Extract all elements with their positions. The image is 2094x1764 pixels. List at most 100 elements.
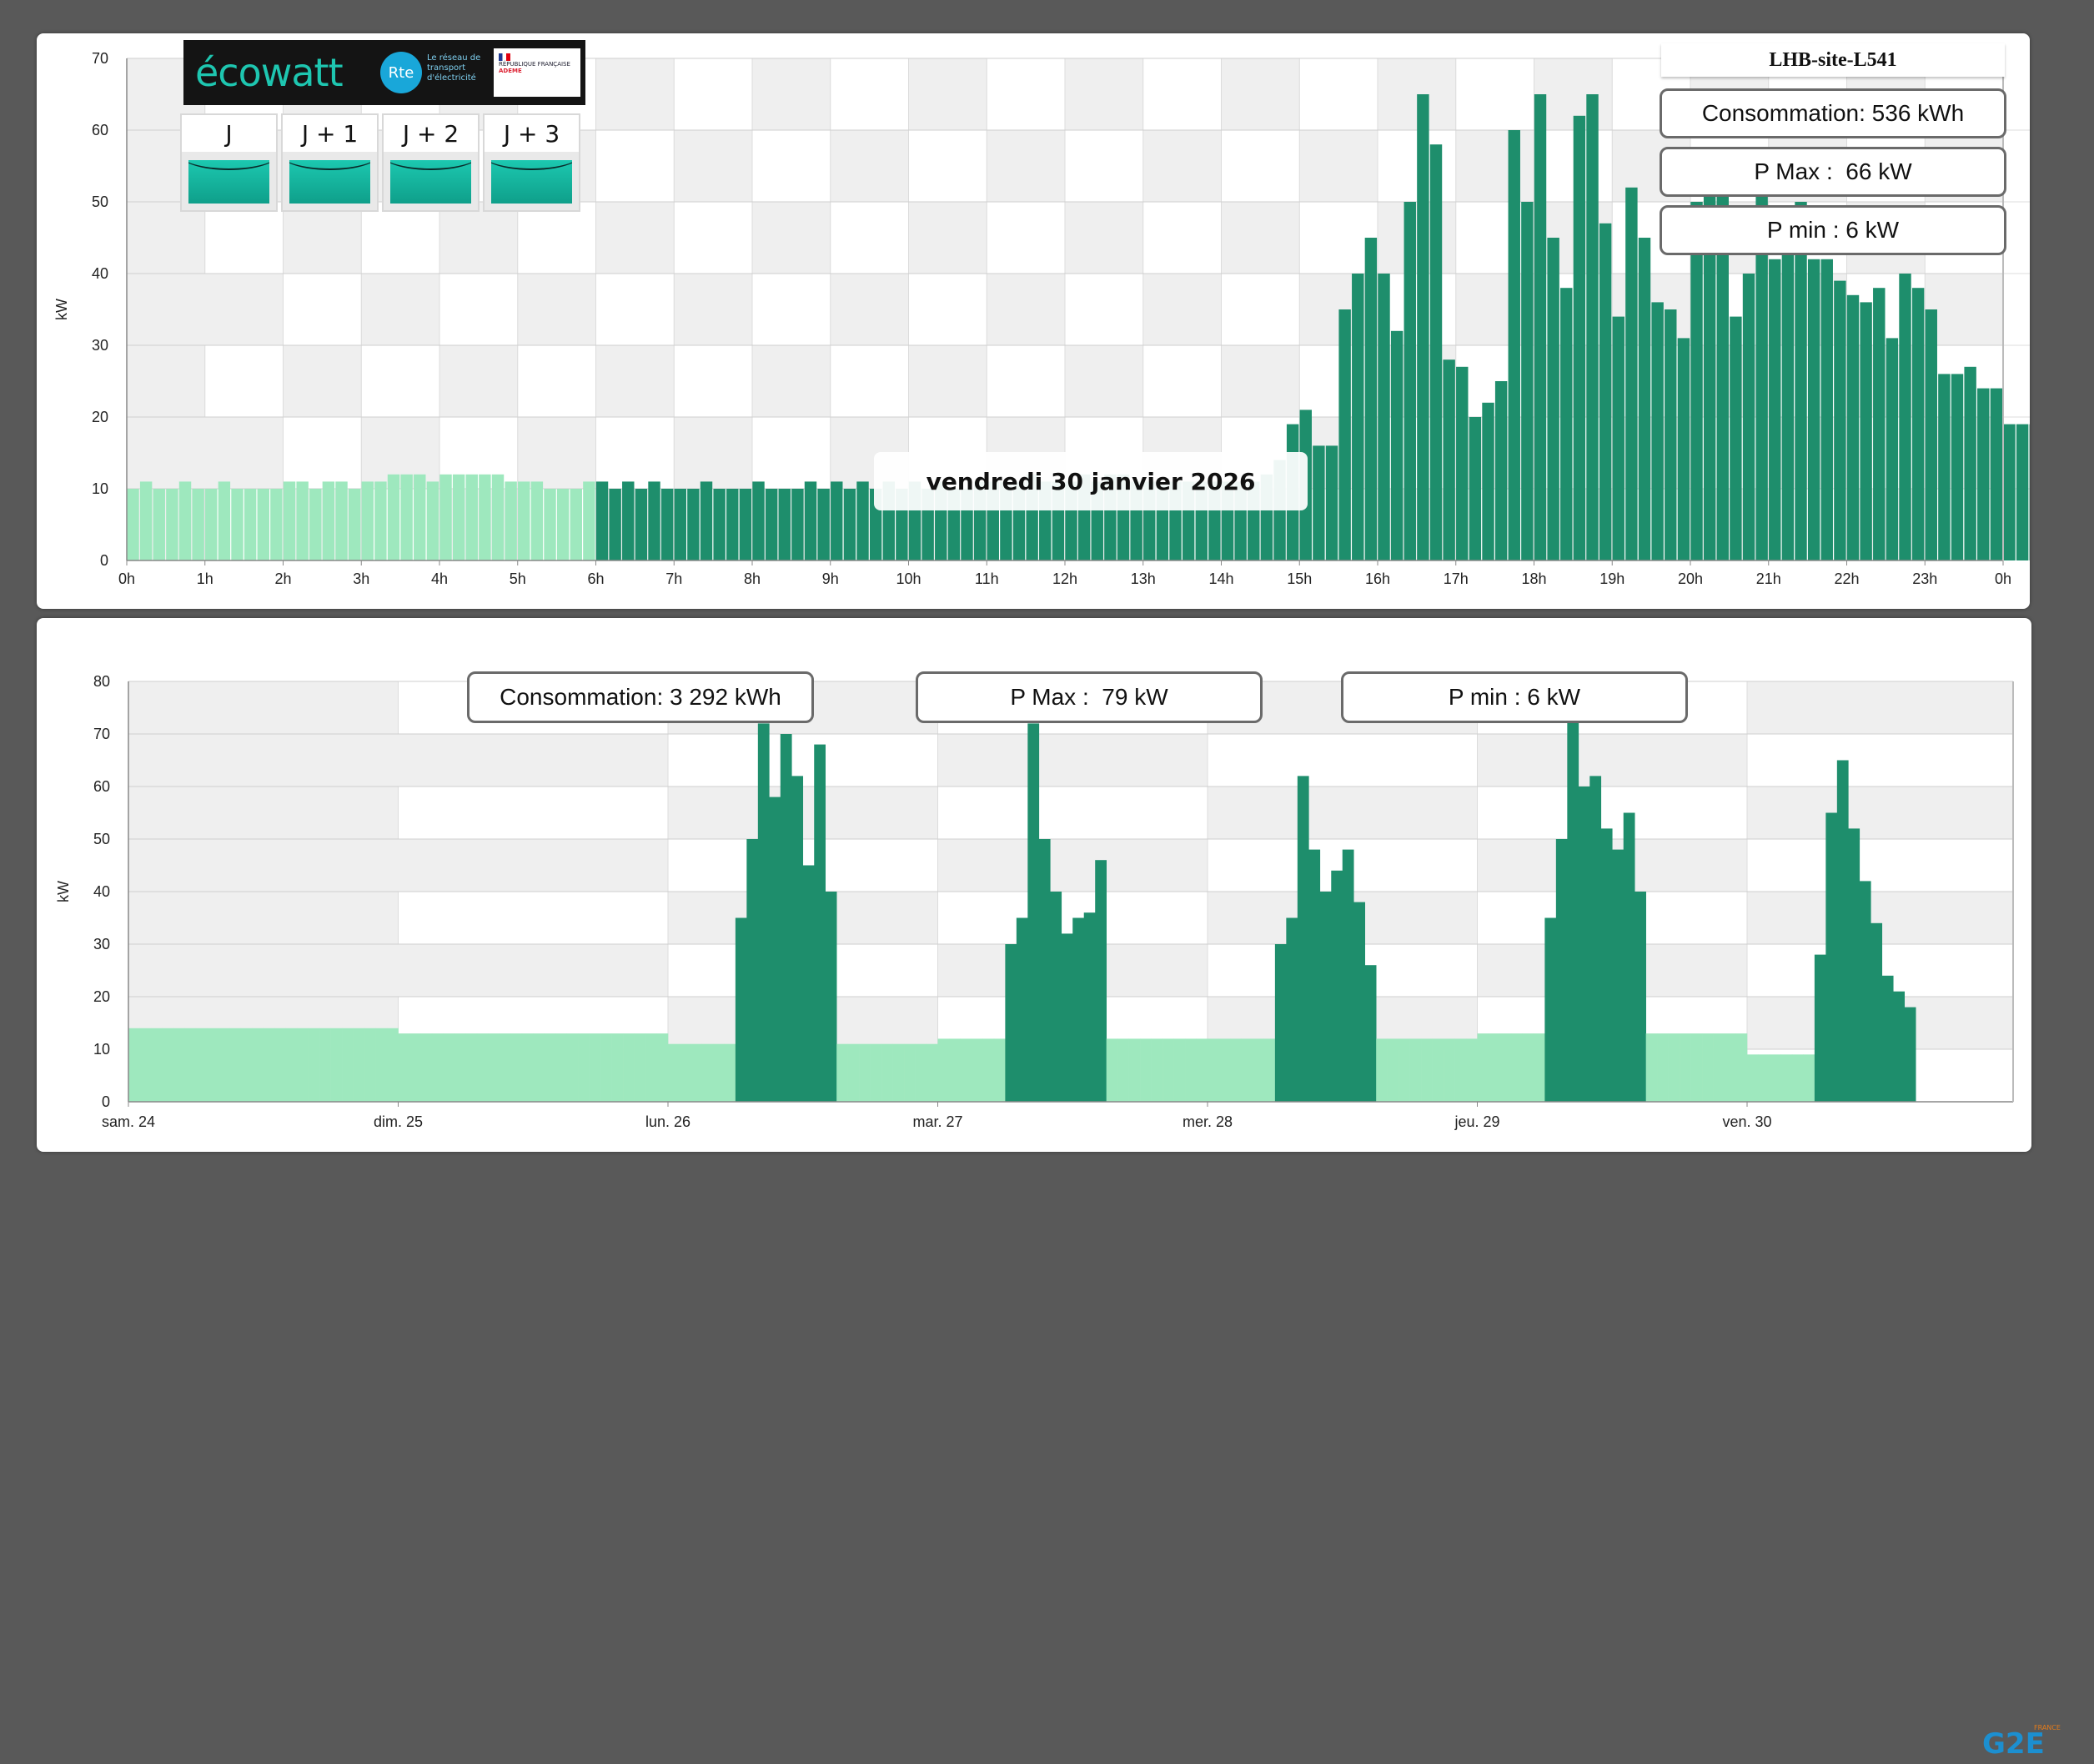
x-tick-label: 1h: [197, 570, 213, 587]
grid-cell: [205, 345, 284, 417]
x-tick-label: 7h: [665, 570, 682, 587]
load-bar: [1050, 892, 1062, 1102]
load-bar: [1669, 1033, 1680, 1102]
x-tick-label: lun. 26: [645, 1113, 690, 1130]
load-bar: [557, 489, 569, 560]
load-bar: [859, 1044, 871, 1102]
weekly-consumption-box: Consommation: 3 292 kWh: [467, 671, 814, 723]
load-bar: [1241, 1038, 1253, 1102]
ecowatt-day-label: J + 1: [283, 115, 377, 152]
load-bar: [1803, 1054, 1815, 1102]
load-bar: [1286, 918, 1298, 1103]
load-bar: [1521, 202, 1533, 560]
x-tick-label: 8h: [744, 570, 761, 587]
load-bar: [881, 1044, 893, 1102]
load-bar: [1443, 359, 1454, 560]
x-tick-label: 17h: [1444, 570, 1469, 587]
load-bar: [1174, 1038, 1186, 1102]
load-bar: [1152, 1038, 1163, 1102]
load-bar: [1298, 776, 1309, 1102]
load-bar: [205, 489, 217, 560]
daily-pmin-box: P min : 6 kW: [1660, 205, 2006, 255]
load-bar: [1107, 1038, 1118, 1102]
load-bar: [531, 481, 543, 560]
load-bar: [1039, 839, 1051, 1102]
grid-cell: [831, 58, 909, 130]
grid-cell: [1456, 58, 1534, 130]
grid-cell: [987, 202, 1065, 274]
load-bar: [323, 481, 334, 560]
grid-cell: [1065, 274, 1143, 345]
x-tick-label: 14h: [1208, 570, 1233, 587]
grid-cell: [1747, 839, 2013, 892]
load-bar: [454, 1033, 466, 1102]
load-bar: [218, 481, 230, 560]
load-bar: [781, 734, 792, 1102]
load-bar: [1547, 238, 1559, 560]
load-bar: [661, 489, 673, 560]
load-bar: [1567, 713, 1579, 1102]
load-bar: [1579, 787, 1590, 1102]
load-bar: [1495, 381, 1507, 560]
load-bar: [252, 1028, 264, 1102]
load-bar: [609, 489, 620, 560]
load-bar: [1129, 1038, 1141, 1102]
load-bar: [1574, 116, 1585, 560]
load-bar: [1489, 1033, 1500, 1102]
load-bar: [1780, 1054, 1792, 1102]
load-bar: [648, 481, 660, 560]
load-bar: [2003, 425, 2015, 560]
load-bar: [309, 489, 321, 560]
load-bar: [1391, 331, 1403, 560]
load-bar: [622, 481, 634, 560]
x-tick-label: 6h: [587, 570, 604, 587]
ecowatt-day-j1[interactable]: J + 1: [281, 113, 379, 212]
load-bar: [916, 1044, 927, 1102]
x-tick-label: 11h: [975, 570, 999, 587]
x-tick-label: 15h: [1287, 570, 1312, 587]
load-bar: [128, 1028, 140, 1102]
load-bar: [319, 1028, 331, 1102]
load-bar: [1747, 1054, 1759, 1102]
load-bar: [510, 1033, 522, 1102]
load-bar: [1556, 839, 1568, 1102]
load-bar: [1624, 813, 1635, 1103]
ecowatt-widget[interactable]: écowatt Rte Le réseau de transport d'éle…: [180, 40, 585, 232]
load-bar: [264, 1028, 275, 1102]
load-bar: [1378, 274, 1389, 560]
ecowatt-signal-green: [491, 160, 572, 204]
grid-cell: [1208, 734, 1478, 787]
load-bar: [1444, 1038, 1455, 1102]
load-bar: [1635, 892, 1646, 1102]
y-tick-label: 80: [93, 673, 110, 690]
ecowatt-day-label: J + 2: [384, 115, 478, 152]
load-bar: [1702, 1033, 1714, 1102]
load-bar: [1991, 389, 2002, 560]
grid-cell: [1378, 130, 1456, 202]
x-tick-label: 3h: [353, 570, 369, 587]
load-bar: [675, 489, 686, 560]
load-bar: [1893, 992, 1905, 1102]
y-tick-label: 0: [100, 552, 108, 569]
ecowatt-day-label: J + 3: [485, 115, 579, 152]
ecowatt-day-j3[interactable]: J + 3: [483, 113, 580, 212]
grid-cell: [361, 345, 439, 417]
x-tick-label: 0h: [1995, 570, 2011, 587]
load-bar: [400, 475, 412, 560]
load-bar: [1499, 1033, 1511, 1102]
load-bar: [1511, 1033, 1523, 1102]
ecowatt-day-j2[interactable]: J + 2: [382, 113, 480, 212]
load-bar: [218, 1028, 230, 1102]
load-bar: [414, 475, 425, 560]
load-bar: [231, 489, 243, 560]
load-bar: [533, 1033, 545, 1102]
load-bar: [1326, 445, 1338, 560]
ecowatt-day-j[interactable]: J: [180, 113, 278, 212]
x-tick-label: ven. 30: [1722, 1113, 1771, 1130]
load-bar: [522, 1033, 534, 1102]
load-bar: [960, 1038, 972, 1102]
x-tick-label: 18h: [1521, 570, 1546, 587]
load-bar: [612, 1033, 624, 1102]
load-bar: [1680, 1033, 1691, 1102]
